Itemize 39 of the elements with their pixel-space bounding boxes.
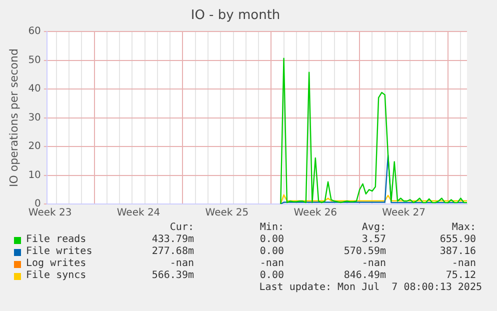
y-axis-title: IO operations per second: [7, 48, 20, 188]
text: 846.49m: [344, 270, 386, 282]
legend-label: File writes: [26, 246, 92, 258]
text: -nan: [260, 258, 284, 270]
x-tick-label: Week 27: [382, 208, 426, 219]
y-tick-label: 30: [28, 112, 41, 124]
text: Cur:: [170, 222, 194, 234]
legend-label: File syncs: [26, 270, 86, 282]
text: Max:: [452, 222, 476, 234]
text: 570.59m: [344, 246, 386, 258]
text: 566.39m: [152, 270, 194, 282]
y-tick-label: 40: [28, 84, 41, 95]
text: 433.79m: [152, 234, 194, 246]
text: -nan: [170, 258, 194, 270]
y-tick-label: 60: [28, 26, 41, 38]
x-tick-label: Week 23: [28, 208, 72, 219]
y-tick-label: 20: [28, 141, 41, 152]
x-tick-label: Week 24: [116, 208, 160, 219]
x-tick-label: Week 26: [294, 208, 338, 219]
text: -nan: [362, 258, 386, 270]
text: 0.00: [260, 246, 284, 258]
text: 277.68m: [152, 246, 194, 258]
text: Last update: Mon Jul 7 08:00:13 2025: [259, 282, 482, 294]
x-tick-label: Week 25: [205, 208, 249, 219]
text: 387.16: [440, 246, 476, 258]
y-tick-label: 0: [34, 198, 41, 210]
text: 655.90: [440, 234, 476, 246]
text: 0.00: [260, 234, 284, 246]
y-tick-label: 10: [28, 170, 41, 181]
text: 75.12: [446, 270, 476, 282]
text: 0.00: [260, 270, 284, 282]
text: -nan: [452, 258, 476, 270]
text: 3.57: [362, 234, 386, 246]
y-tick-label: 50: [28, 54, 41, 66]
legend-label: Log writes: [26, 258, 86, 270]
text: Avg:: [362, 222, 386, 234]
chart-title: IO - by month: [190, 8, 280, 24]
text: Min:: [260, 222, 284, 234]
legend-label: File reads: [26, 234, 86, 246]
